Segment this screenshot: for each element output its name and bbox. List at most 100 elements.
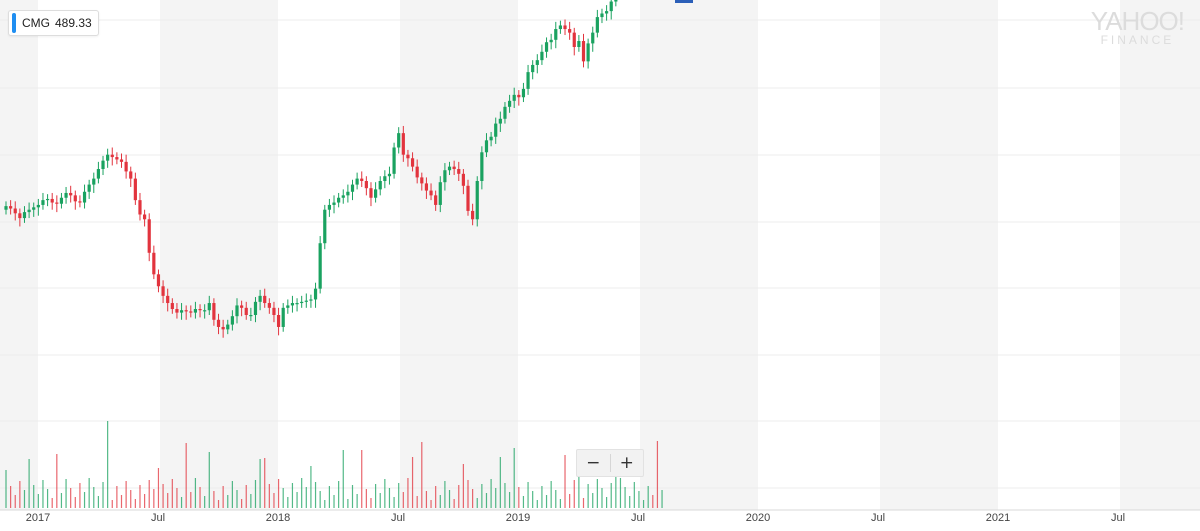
logo-line2: FINANCE — [1100, 33, 1175, 47]
volume-bar — [42, 480, 44, 508]
candle-body — [323, 209, 327, 244]
candle-body — [106, 154, 110, 161]
candle-body — [309, 299, 313, 301]
time-band — [880, 0, 998, 510]
volume-bar — [107, 421, 109, 508]
volume-bar — [148, 480, 150, 508]
volume-bar — [208, 452, 210, 508]
volume-bar — [606, 497, 608, 508]
candle-body — [401, 133, 405, 155]
candle-body — [82, 191, 87, 203]
candle-body — [517, 94, 521, 98]
volume-bar — [134, 499, 136, 508]
candle-body — [554, 29, 558, 40]
volume-bar — [472, 489, 474, 508]
candle-body — [170, 303, 174, 310]
volume-bar — [70, 488, 72, 508]
candle-body — [230, 316, 234, 325]
volume-bar — [375, 484, 377, 508]
volume-bar — [508, 492, 511, 508]
candle-body — [512, 94, 516, 101]
candle-body — [276, 315, 281, 327]
volume-bar — [388, 488, 391, 508]
volume-bar — [522, 496, 525, 508]
volume-bar — [144, 494, 146, 508]
volume-bar — [536, 500, 538, 508]
candle-body — [549, 39, 553, 43]
candle-body — [332, 202, 336, 205]
volume-bar — [435, 486, 437, 508]
candle-body — [13, 208, 17, 214]
candle-body — [406, 154, 410, 159]
volume-bar — [624, 487, 626, 508]
volume-bar — [416, 496, 418, 508]
candle-body — [568, 29, 572, 33]
range-selector-marker[interactable] — [675, 0, 693, 3]
volume-bar — [268, 484, 270, 508]
volume-bar — [296, 492, 298, 508]
candle-body — [226, 324, 230, 330]
volume-bar — [56, 454, 58, 508]
candle-body — [438, 182, 442, 205]
volume-bar — [83, 492, 86, 508]
volume-bar — [393, 497, 395, 508]
candle-body — [147, 219, 151, 253]
candle-body — [55, 202, 59, 204]
candle-body — [244, 307, 248, 315]
candle-body — [392, 147, 396, 174]
candle-body — [383, 176, 387, 181]
zoom-out-button[interactable]: − — [586, 453, 601, 473]
candle-body — [420, 177, 424, 184]
volume-bar — [23, 490, 26, 508]
candle-body — [424, 183, 429, 191]
volume-bar — [328, 486, 330, 508]
candle-body — [535, 60, 539, 65]
candle-body — [498, 118, 502, 124]
volume-bar — [79, 483, 81, 508]
volume-bar — [481, 484, 483, 508]
time-band — [0, 0, 38, 510]
candle-body — [327, 204, 331, 210]
volume-bar — [462, 464, 464, 508]
volume-bar — [125, 481, 127, 508]
volume-bar — [485, 493, 488, 508]
candle-body — [184, 310, 188, 312]
candle-body — [544, 42, 549, 52]
volume-bar — [259, 459, 261, 508]
x-tick-label: Jul — [391, 512, 405, 524]
volume-bar — [578, 449, 580, 508]
candle-body — [22, 212, 27, 219]
volume-bar — [587, 484, 589, 508]
candle-body — [429, 190, 433, 196]
volume-bar — [490, 479, 492, 508]
candle-body — [73, 195, 77, 202]
candle-body — [494, 123, 498, 137]
candle-body — [166, 295, 170, 304]
volume-bar — [513, 448, 515, 508]
candle-body — [119, 159, 124, 162]
candle-body — [161, 286, 165, 296]
volume-bar — [176, 488, 178, 508]
volume-bar — [236, 490, 238, 508]
candle-body — [96, 169, 100, 179]
time-band — [640, 0, 758, 510]
zoom-in-button[interactable]: + — [619, 453, 634, 473]
candle-body — [355, 178, 359, 185]
x-tick-label: Jul — [631, 512, 645, 524]
volume-bar — [370, 498, 372, 508]
volume-bar — [573, 480, 575, 508]
volume-bar — [241, 499, 243, 508]
candle-body — [369, 188, 373, 198]
candle-body — [36, 204, 40, 208]
candle-body — [558, 25, 562, 30]
volume-bar — [139, 485, 141, 508]
volume-bar — [301, 478, 303, 508]
volume-bar — [194, 478, 197, 508]
volume-bar — [14, 495, 16, 508]
volume-bar — [199, 487, 201, 508]
candle-body — [563, 25, 567, 30]
volume-bar — [264, 458, 266, 508]
volume-bar — [190, 492, 192, 508]
